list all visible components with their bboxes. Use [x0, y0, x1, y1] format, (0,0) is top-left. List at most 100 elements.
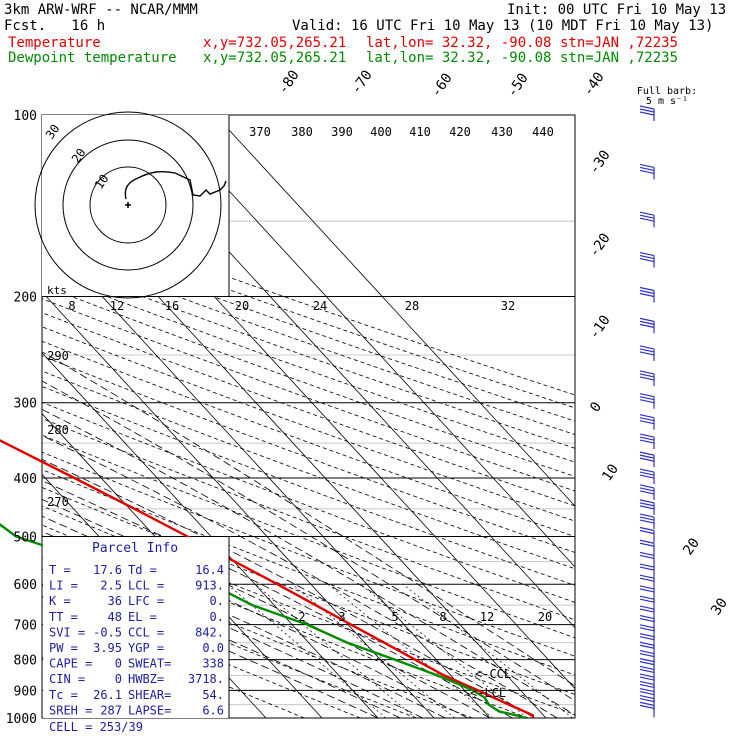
wind-barb-flag [639, 286, 655, 292]
isotherm-label: 30 [708, 595, 731, 618]
wind-barb-title: Full barb: [637, 86, 697, 97]
wind-barb-flag [639, 348, 655, 353]
parcel-value: 17.6 [93, 563, 122, 577]
parcel-value: 0. [210, 594, 224, 608]
parcel-value: 338 [202, 657, 224, 671]
wind-barb-flag [639, 585, 655, 590]
isotherm-label: -20 [586, 230, 614, 260]
hodo-ring [34, 111, 222, 299]
dry-adiabat [42, 584, 361, 718]
dry-adiabat [42, 245, 575, 436]
parcel-key: K = [49, 594, 71, 608]
wind-barb-flag [639, 687, 655, 693]
isotherm-label: -60 [428, 70, 456, 100]
dry-adiabat [42, 284, 575, 477]
mixing-ratio-label: 20 [538, 610, 552, 624]
mixing-ratio-line [327, 583, 494, 718]
dry-adiabat [42, 298, 575, 492]
pressure-tick-label: 200 [14, 291, 37, 306]
wind-barb-flag [639, 665, 655, 671]
wind-barb-flag [639, 618, 655, 623]
wind-barb-flag [639, 676, 655, 681]
wind-barb-flag [639, 323, 655, 328]
wind-barb-flag [639, 468, 655, 473]
wind-barb-flag [639, 627, 655, 632]
wind-barb-flag [639, 566, 655, 571]
model-title: 3km ARW-WRF -- NCAR/MMM [4, 2, 198, 18]
wind-barb-flag [639, 668, 655, 674]
wind-barb-flag [639, 414, 655, 419]
parcel-cell: CELL = 253/39 [49, 720, 143, 734]
dewpoint-stn: stn=JAN ,72235 [560, 50, 679, 66]
forecast-hour: Fcst. 16 h [4, 18, 106, 34]
hodo-ring-label: 20 [69, 146, 89, 166]
dry-adiabat [42, 233, 575, 422]
pressure-tick-label: 1000 [6, 712, 37, 727]
isotherm [158, 115, 575, 568]
parcel-key: LI = [49, 579, 78, 593]
mixing-ratio-label: 8 [439, 610, 446, 624]
wind-barb-flag [639, 484, 655, 489]
wind-barb-flag [639, 433, 655, 438]
parcel-key: SWEAT= [128, 657, 171, 671]
wind-barb-units: 5 m s⁻¹ [646, 96, 688, 107]
wind-barb-flag [639, 163, 655, 169]
wind-barb-flag [639, 370, 655, 375]
parcel-key: EL = [128, 610, 157, 624]
pressure-tick-label: 600 [14, 578, 37, 593]
wind-barb-flag [639, 673, 655, 678]
parcel-value: 6.6 [202, 703, 224, 717]
mixing-ratio-label: 12 [480, 610, 494, 624]
wind-barb-flag [639, 641, 655, 646]
parcel-info-title: Parcel Info [92, 541, 178, 556]
wind-barb-flag [639, 697, 655, 703]
hodograph-trace [124, 170, 227, 200]
wind-barb-flag [639, 513, 655, 518]
hodo-ring-label: 30 [43, 122, 63, 142]
parcel-key: SVI = [49, 625, 85, 639]
theta-label: 430 [491, 125, 513, 139]
theta-label: 440 [532, 125, 554, 139]
wind-barb-flag [639, 551, 655, 557]
wind-barb-flag [639, 396, 655, 401]
wind-barb-flag [639, 108, 655, 113]
parcel-key: TT = [49, 610, 78, 624]
theta-label: 420 [449, 125, 471, 139]
isotherm-label: 10 [599, 461, 622, 484]
wind-barb-flag [639, 598, 655, 603]
temperature-stn: stn=JAN ,72235 [560, 35, 679, 51]
pressure-tick-label: 800 [14, 654, 37, 669]
wind-barb-flag [639, 526, 655, 532]
parcel-value: -0.5 [93, 625, 122, 639]
wind-barb-flag [639, 373, 655, 378]
pressure-tick-label: 300 [14, 397, 37, 412]
wind-barb-flag [639, 516, 655, 521]
wind-barb-flag [639, 624, 655, 629]
wind-barb-flag [639, 289, 655, 295]
parcel-value: 36 [108, 594, 122, 608]
isotherm [42, 291, 435, 718]
pressure-tick-label: 400 [14, 472, 37, 487]
wind-barb-flag [639, 701, 655, 706]
wind-barb-flag [639, 502, 655, 507]
wind-barb-flag [639, 490, 655, 495]
ccl-label: <-CCL [475, 667, 511, 681]
theta-e-label: 270 [47, 495, 69, 509]
dry-adiabat [42, 418, 575, 621]
dry-adiabat [42, 271, 575, 463]
wind-barb-flag [639, 471, 655, 476]
temperature-profile [0, 439, 535, 719]
parcel-value: 2.5 [100, 579, 122, 593]
pressure-tick-label: 500 [14, 530, 37, 545]
hodo-ring [62, 139, 194, 271]
parcel-value: 287 [100, 703, 122, 717]
theta-e-label: 280 [47, 423, 69, 437]
mixing-ratio-label: 2 [298, 610, 305, 624]
wind-barb-flag [639, 399, 655, 404]
isotherm-label: -10 [586, 312, 614, 342]
temperature-xy: x,y=732.05,265.21 [203, 35, 347, 51]
wind-barb-flag [639, 633, 655, 638]
hodo-speed-label: 28 [405, 299, 419, 313]
